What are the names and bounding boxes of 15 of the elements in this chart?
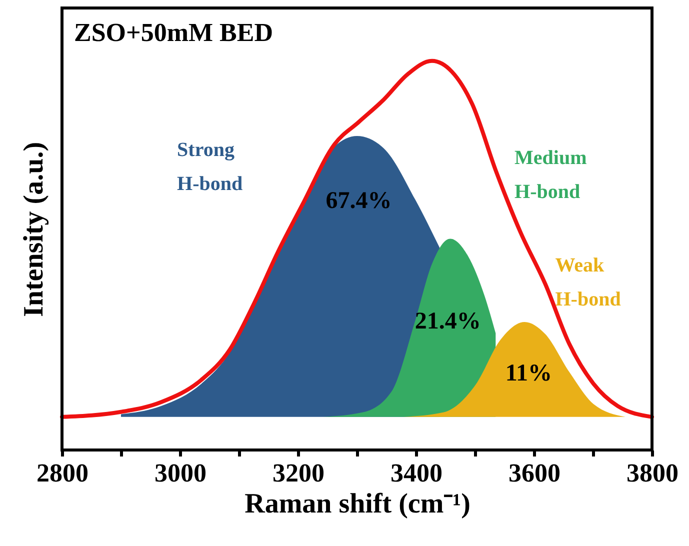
x-tick-label: 2800 [36, 458, 88, 488]
annotation: 67.4% [326, 188, 392, 214]
x-tick-label: 3000 [154, 458, 206, 488]
annotation: 11% [505, 360, 552, 387]
chart-title: ZSO+50mM BED [74, 18, 273, 47]
x-tick-label: 3800 [626, 458, 678, 488]
x-tick-label: 3200 [272, 458, 324, 488]
text: Medium H-bond [514, 147, 588, 204]
x-tick-label: 3600 [508, 458, 560, 488]
y-axis-title: Intensity (a.u.) [18, 142, 50, 318]
x-tick-label: 3400 [390, 458, 442, 488]
series-label: Weak H-bond [555, 254, 621, 310]
x-axis-title: Raman shift (cm⁻¹) [244, 488, 470, 520]
annotation: 21.4% [414, 308, 481, 335]
text: Strong H-bond [177, 138, 243, 195]
